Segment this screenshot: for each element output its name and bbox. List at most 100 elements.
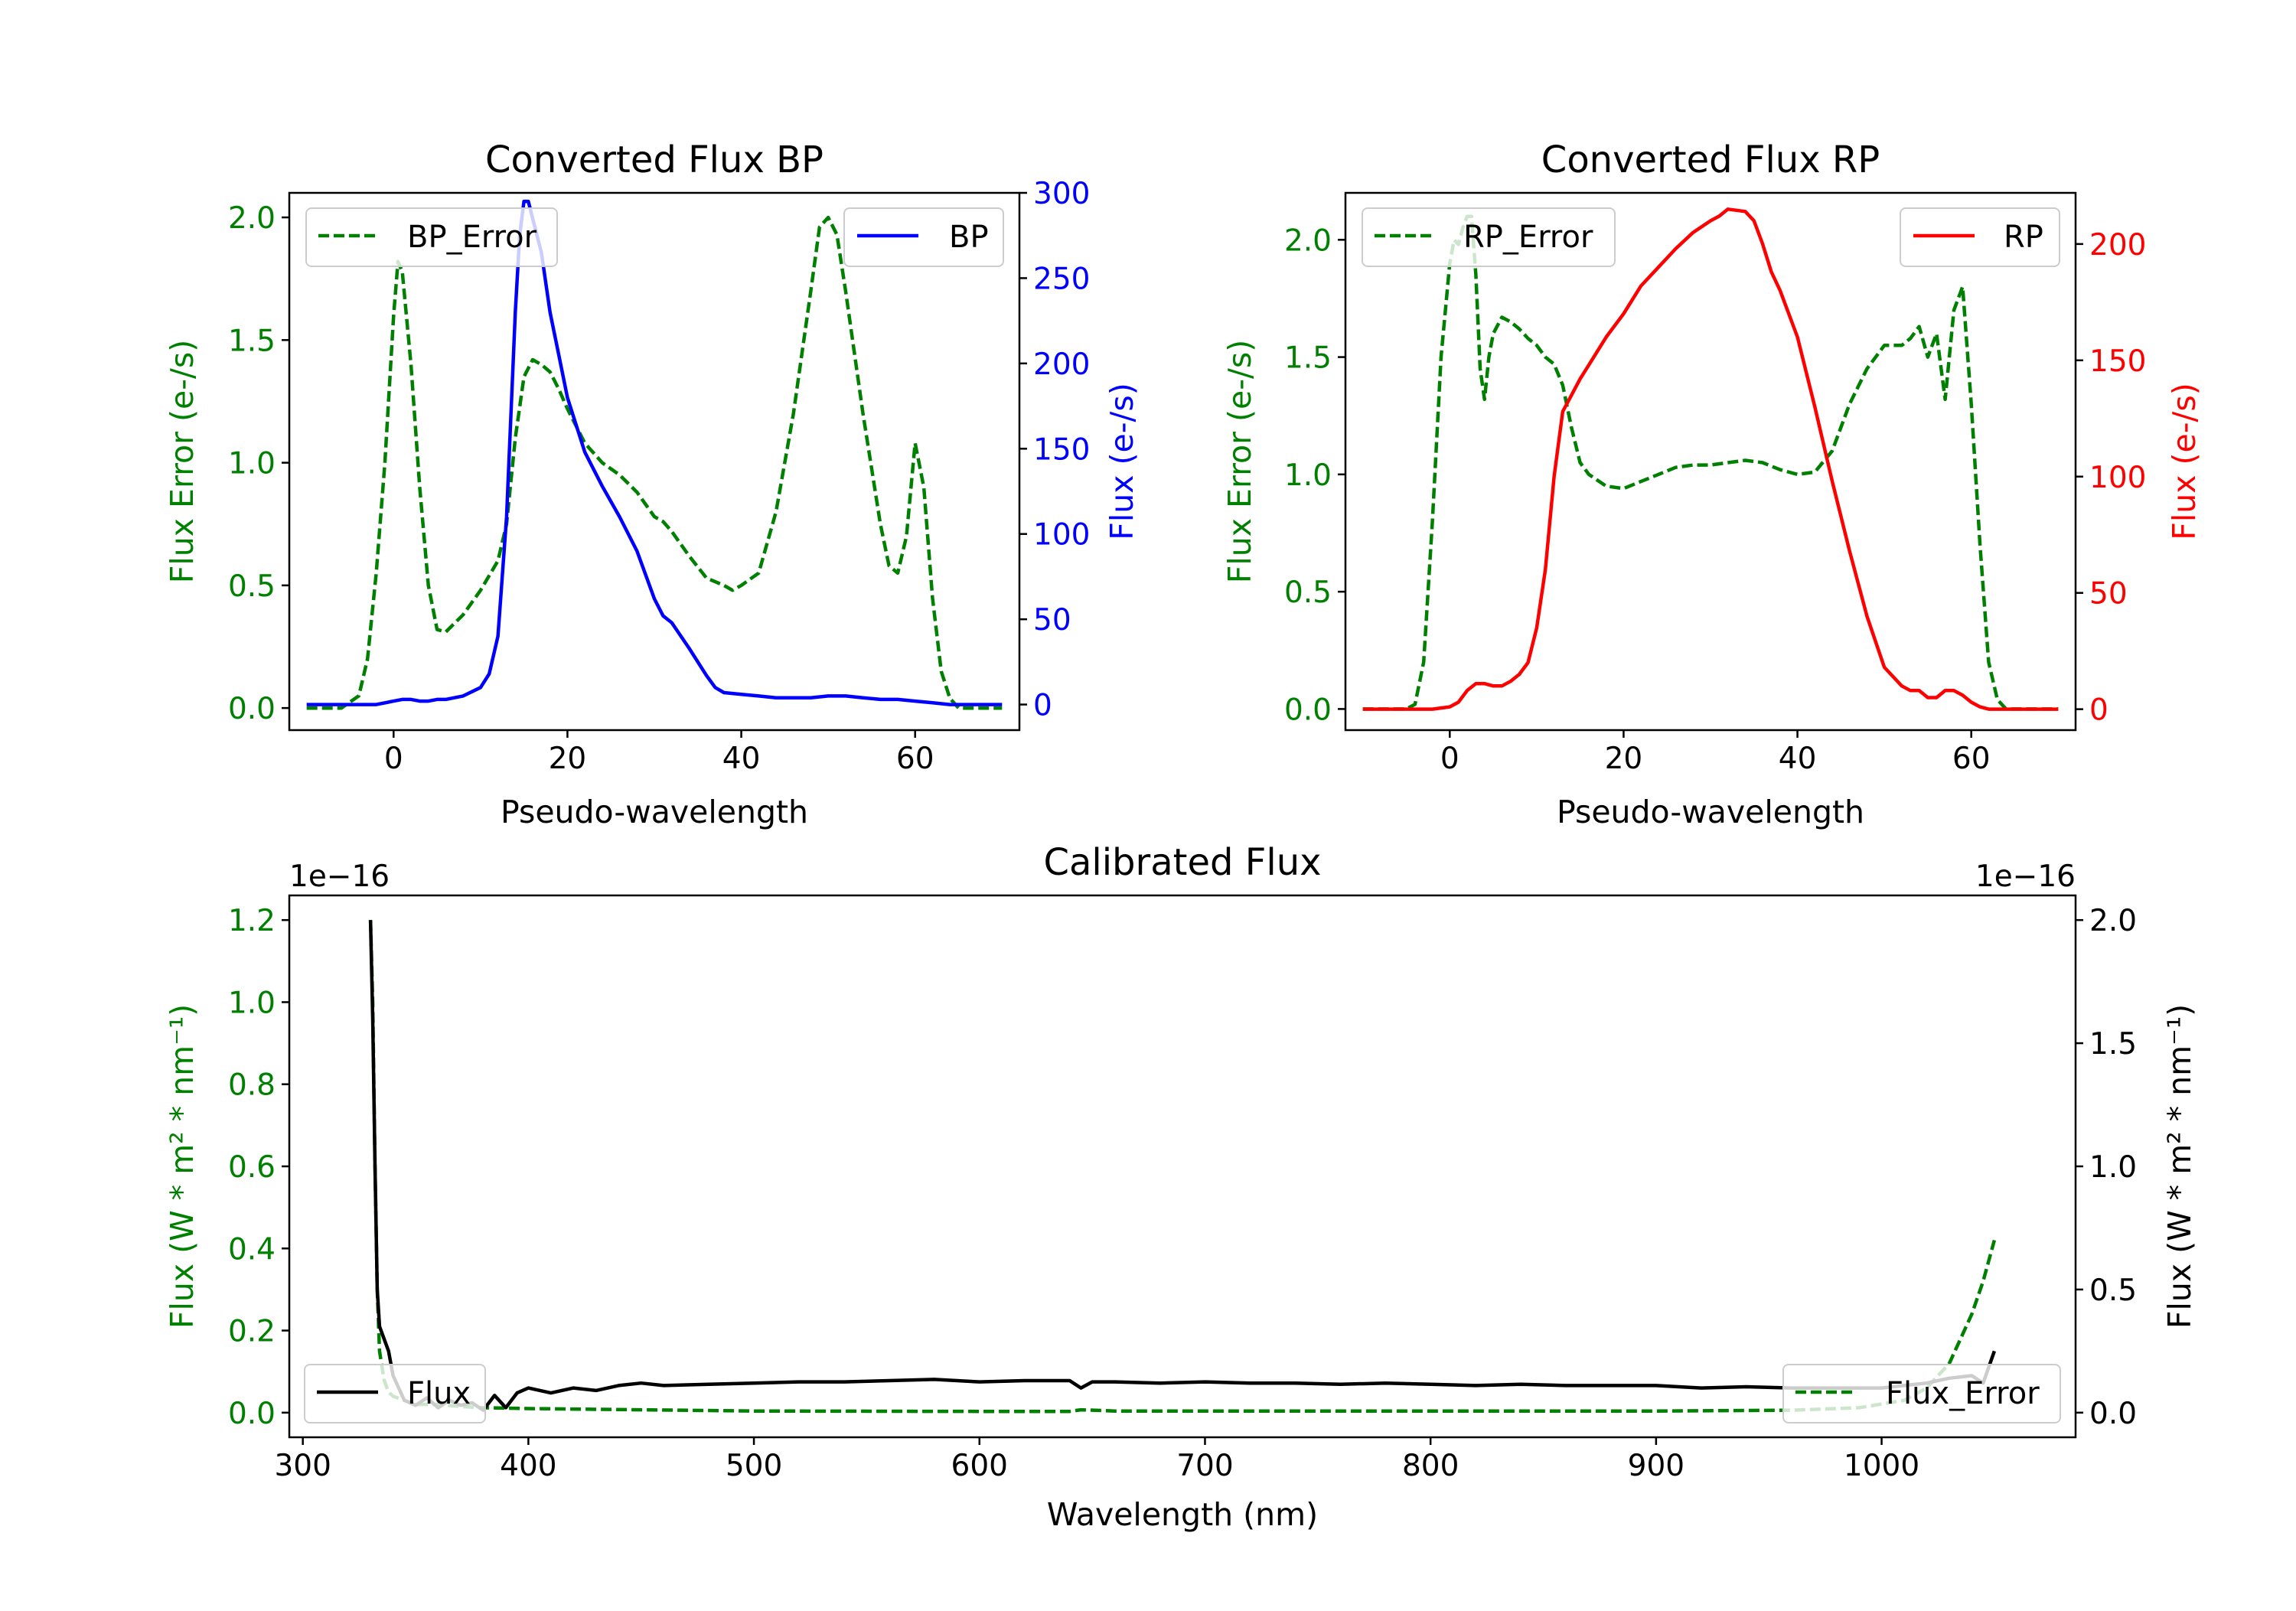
bp-left-tick-label: 0.5 [228, 569, 276, 604]
bp-left-tick-label: 0.0 [228, 692, 276, 726]
calibrated-plot-frame [288, 894, 2077, 1439]
legend-box [1782, 1364, 2061, 1423]
bp-left-tick-label: 1.0 [228, 447, 276, 481]
bp-ticks: 0 20 40 60 0.0 0.5 1.0 1.5 2.0 0 50 100 150 200 250 300 [228, 177, 1090, 776]
bp-series-bp [306, 199, 1003, 706]
legend-box [1900, 207, 2060, 267]
calibrated-left-tick-label: 0.2 [228, 1315, 276, 1349]
calibrated-right-tick-label: 0.0 [2089, 1397, 2137, 1431]
rp-left-axis-label: Flux Error (e-/s) [1221, 340, 1258, 583]
bp-right-tick-label: 50 [1033, 603, 1071, 638]
calibrated-legend-error-label: Flux_Error [1886, 1376, 2040, 1411]
calibrated-left-tick-label: 1.2 [228, 904, 276, 938]
calibrated-series-flux-error [368, 920, 1997, 1414]
rp-x-axis-label: Pseudo-wavelength [1557, 794, 1864, 830]
bp-right-tick-label: 200 [1033, 347, 1090, 382]
bp-x-tick-label: 60 [896, 742, 934, 776]
calibrated-plot-marks [368, 920, 1997, 1414]
rp-right-tick-label: 100 [2089, 461, 2146, 495]
rp-left-tick-label: 1.5 [1284, 341, 1332, 376]
calibrated-right-offset: 1e−16 [1975, 859, 2076, 894]
calibrated-legend-flux-label: Flux [407, 1376, 471, 1411]
bp-right-tick-label: 300 [1033, 177, 1090, 211]
bp-left-axis-label: Flux Error (e-/s) [164, 340, 201, 583]
bp-plot-marks [306, 199, 1003, 710]
rp-left-tick-label: 0.5 [1284, 576, 1332, 610]
rp-left-tick-label: 0.0 [1284, 693, 1332, 727]
rp-x-tick-label: 0 [1440, 742, 1459, 776]
calibrated-right-tick-label: 2.0 [2089, 904, 2137, 938]
rp-legend-error: RP_Error [1362, 207, 1616, 267]
calibrated-x-tick-label: 400 [500, 1449, 556, 1483]
calibrated-left-tick-label: 1.0 [228, 986, 276, 1020]
rp-series-rp [1362, 207, 2059, 711]
bp-legend-flux-label: BP [949, 220, 989, 255]
calibrated-left-offset: 1e−16 [289, 859, 390, 894]
bp-series-bp-error [306, 215, 1003, 710]
rp-right-tick-label: 50 [2089, 577, 2128, 611]
rp-plot-frame [1344, 191, 2077, 732]
bp-right-tick-label: 0 [1033, 689, 1052, 723]
calibrated-x-tick-label: 900 [1628, 1449, 1684, 1483]
rp-x-tick-label: 40 [1779, 742, 1817, 776]
panel-rp: 0 20 40 60 0.0 0.5 1.0 1.5 2.0 0 50 100 150 200 Conve… [1221, 139, 2203, 830]
bp-left-tick-label: 2.0 [228, 201, 276, 236]
bp-right-axis-label: Flux (e-/s) [1104, 383, 1140, 540]
calibrated-left-tick-label: 0.0 [228, 1397, 276, 1431]
calibrated-x-tick-label: 600 [951, 1449, 1008, 1483]
bp-left-tick-label: 1.5 [228, 324, 276, 358]
legend-box [304, 1364, 486, 1423]
rp-legend-error-label: RP_Error [1463, 220, 1593, 255]
rp-ticks: 0 20 40 60 0.0 0.5 1.0 1.5 2.0 0 50 100 150 200 [1284, 223, 2146, 776]
calibrated-left-tick-label: 0.4 [228, 1232, 276, 1267]
panel-calibrated: 300 400 500 600 700 800 900 1000 0.0 0.2 0.4 0.6 0.8… [164, 841, 2198, 1533]
bp-right-tick-label: 250 [1033, 262, 1090, 296]
calibrated-series-flux [368, 920, 1997, 1412]
rp-right-tick-label: 200 [2089, 228, 2146, 263]
rp-right-axis-label: Flux (e-/s) [2166, 383, 2203, 540]
calibrated-x-tick-label: 500 [726, 1449, 782, 1483]
bp-right-tick-label: 150 [1033, 432, 1090, 467]
bp-plot-frame [288, 191, 1021, 732]
calibrated-right-tick-label: 1.5 [2089, 1027, 2137, 1061]
bp-legend-error: BP_Error [305, 207, 558, 267]
calibrated-x-tick-label: 700 [1176, 1449, 1233, 1483]
calibrated-right-axis-label: Flux (W * m² * nm⁻¹) [2161, 1004, 2198, 1329]
rp-left-tick-label: 2.0 [1284, 223, 1332, 258]
bp-x-tick-label: 20 [549, 742, 587, 776]
bp-x-tick-label: 0 [384, 742, 403, 776]
bp-right-tick-label: 100 [1033, 518, 1090, 553]
rp-legend-flux: RP [1900, 207, 2060, 267]
bp-x-tick-label: 40 [722, 742, 761, 776]
calibrated-left-axis-label: Flux (W * m² * nm⁻¹) [164, 1004, 201, 1329]
calibrated-x-tick-label: 1000 [1844, 1449, 1919, 1483]
calibrated-legend-error: Flux_Error [1782, 1364, 2061, 1423]
rp-title: Converted Flux RP [1541, 139, 1880, 181]
calibrated-legend-flux: Flux [304, 1364, 486, 1423]
bp-legend-flux: BP [843, 207, 1004, 267]
rp-series-rp-error [1362, 214, 2059, 711]
calibrated-x-tick-label: 300 [274, 1449, 331, 1483]
rp-x-tick-label: 60 [1952, 742, 1991, 776]
calibrated-right-tick-label: 1.0 [2089, 1150, 2137, 1185]
panel-bp: 0 20 40 60 0.0 0.5 1.0 1.5 2.0 0 50 100 150 200 250 300… [164, 139, 1140, 830]
calibrated-left-tick-label: 0.6 [228, 1150, 276, 1185]
calibrated-x-tick-label: 800 [1402, 1449, 1459, 1483]
calibrated-left-tick-label: 0.8 [228, 1068, 276, 1103]
calibrated-right-tick-label: 0.5 [2089, 1273, 2137, 1308]
rp-x-tick-label: 20 [1605, 742, 1643, 776]
legend-box [1362, 207, 1616, 267]
rp-left-tick-label: 1.0 [1284, 458, 1332, 493]
calibrated-ticks: 300 400 500 600 700 800 900 1000 0.0 0.2 0.4 0.6 0.8… [228, 904, 2137, 1483]
rp-right-tick-label: 150 [2089, 344, 2146, 379]
bp-x-axis-label: Pseudo-wavelength [501, 794, 808, 830]
calibrated-title: Calibrated Flux [1043, 841, 1321, 884]
bp-legend-error-label: BP_Error [407, 220, 537, 255]
rp-plot-marks [1362, 207, 2059, 711]
bp-title: Converted Flux BP [485, 139, 823, 181]
legend-box [843, 207, 1004, 267]
rp-right-tick-label: 0 [2089, 693, 2108, 728]
calibrated-x-axis-label: Wavelength (nm) [1047, 1496, 1318, 1533]
